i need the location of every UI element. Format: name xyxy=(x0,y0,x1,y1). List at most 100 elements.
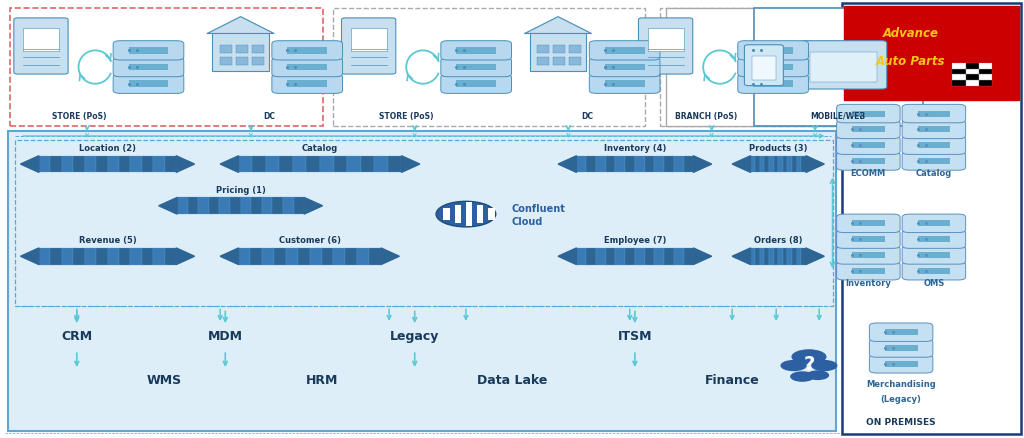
Bar xyxy=(852,111,885,117)
Bar xyxy=(553,58,565,66)
Text: ON PREMISES: ON PREMISES xyxy=(866,417,936,426)
FancyBboxPatch shape xyxy=(639,19,692,75)
Bar xyxy=(154,248,165,265)
Bar xyxy=(50,248,61,265)
Polygon shape xyxy=(806,156,824,173)
Polygon shape xyxy=(207,18,274,35)
Bar xyxy=(774,156,778,173)
FancyBboxPatch shape xyxy=(271,58,342,78)
Bar xyxy=(810,53,877,83)
Bar xyxy=(918,159,950,165)
Bar xyxy=(293,156,306,173)
Bar xyxy=(684,248,693,265)
Bar xyxy=(966,64,979,70)
Text: Finance: Finance xyxy=(705,373,760,386)
Circle shape xyxy=(791,371,815,382)
FancyBboxPatch shape xyxy=(114,42,184,61)
Bar xyxy=(455,205,461,224)
FancyBboxPatch shape xyxy=(837,137,900,155)
Bar xyxy=(755,156,760,173)
Bar xyxy=(230,198,241,215)
Bar xyxy=(760,156,764,173)
Bar xyxy=(177,198,187,215)
FancyBboxPatch shape xyxy=(902,137,966,155)
Bar xyxy=(241,198,251,215)
FancyBboxPatch shape xyxy=(837,152,900,171)
Polygon shape xyxy=(20,156,39,173)
FancyBboxPatch shape xyxy=(737,75,808,94)
Polygon shape xyxy=(693,248,712,265)
Bar xyxy=(236,58,248,66)
Bar xyxy=(252,58,264,66)
Text: Employee (7): Employee (7) xyxy=(604,236,666,245)
Bar xyxy=(654,156,664,173)
Bar xyxy=(466,202,472,227)
Text: Legacy: Legacy xyxy=(390,329,439,343)
Bar xyxy=(334,248,345,265)
Polygon shape xyxy=(20,248,39,265)
Bar xyxy=(199,198,209,215)
Bar xyxy=(236,46,248,53)
Bar xyxy=(966,70,979,75)
Bar xyxy=(635,248,645,265)
Text: WMS: WMS xyxy=(146,373,181,386)
FancyBboxPatch shape xyxy=(902,246,966,265)
Bar xyxy=(918,111,950,117)
FancyBboxPatch shape xyxy=(869,339,933,357)
Bar xyxy=(287,65,327,71)
Bar xyxy=(979,75,992,81)
Bar xyxy=(119,248,130,265)
Bar xyxy=(251,198,262,215)
Text: (Legacy): (Legacy) xyxy=(881,394,922,403)
Bar xyxy=(129,81,169,88)
Bar xyxy=(119,156,130,173)
Bar xyxy=(219,58,231,66)
Bar xyxy=(165,248,176,265)
Bar xyxy=(360,156,374,173)
Bar xyxy=(793,156,797,173)
FancyBboxPatch shape xyxy=(271,75,342,94)
Bar xyxy=(801,248,806,265)
Bar xyxy=(769,248,774,265)
Bar xyxy=(755,248,760,265)
FancyBboxPatch shape xyxy=(902,215,966,233)
Bar xyxy=(752,57,776,81)
Bar xyxy=(952,75,966,81)
FancyBboxPatch shape xyxy=(800,42,887,90)
FancyBboxPatch shape xyxy=(837,105,900,124)
FancyBboxPatch shape xyxy=(14,19,68,75)
FancyBboxPatch shape xyxy=(440,75,512,94)
Bar xyxy=(287,48,327,55)
Bar xyxy=(388,156,401,173)
Bar xyxy=(625,248,635,265)
FancyBboxPatch shape xyxy=(440,42,512,61)
Text: STORE (PoS): STORE (PoS) xyxy=(379,111,434,120)
Text: Inventory (4): Inventory (4) xyxy=(604,144,666,153)
Bar xyxy=(280,156,293,173)
Bar xyxy=(674,156,684,173)
Bar xyxy=(885,345,918,351)
Bar xyxy=(322,248,334,265)
Text: CRM: CRM xyxy=(61,329,92,343)
Polygon shape xyxy=(220,248,239,265)
Bar xyxy=(797,248,801,265)
Bar xyxy=(760,248,764,265)
Bar xyxy=(596,248,606,265)
Bar xyxy=(141,248,154,265)
Bar xyxy=(61,156,74,173)
Bar xyxy=(569,58,582,66)
FancyBboxPatch shape xyxy=(744,46,783,86)
Bar xyxy=(918,268,950,274)
Bar xyxy=(129,48,169,55)
Text: DC: DC xyxy=(581,111,593,120)
Polygon shape xyxy=(304,198,323,215)
Bar xyxy=(283,198,294,215)
Bar xyxy=(488,208,495,221)
Bar xyxy=(615,248,625,265)
Bar xyxy=(24,28,59,52)
FancyBboxPatch shape xyxy=(869,323,933,342)
Circle shape xyxy=(436,202,496,227)
Polygon shape xyxy=(176,248,195,265)
Bar xyxy=(979,81,992,87)
Bar xyxy=(842,4,1021,434)
